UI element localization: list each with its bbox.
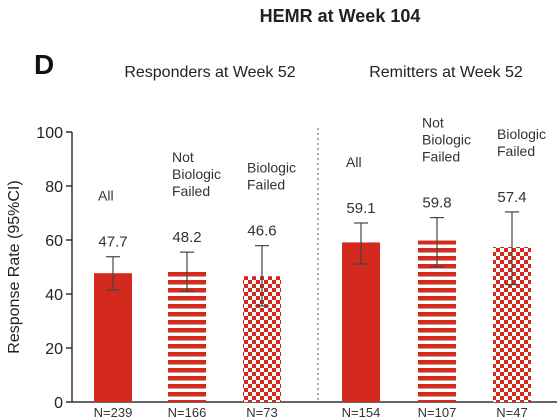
category-label: Biologic Failed — [497, 126, 546, 159]
chart-title: HEMR at Week 104 — [260, 6, 421, 26]
group-label-responders: Responders at Week 52 — [124, 64, 295, 81]
value-label: 46.6 — [247, 223, 276, 240]
bar — [342, 242, 380, 402]
sample-size-label: N=73 — [246, 405, 277, 418]
value-label: 59.8 — [422, 195, 451, 212]
axis-layer: 0 20 40 60 80 100 — [36, 125, 557, 412]
sample-size-label: N=107 — [418, 405, 457, 418]
y-axis-label: Response Rate (95%CI) — [6, 180, 23, 353]
bar — [94, 273, 132, 402]
group-label-remitters: Remitters at Week 52 — [369, 64, 523, 81]
bar — [168, 271, 206, 402]
y-tick-label: 20 — [45, 341, 63, 358]
y-tick-label: 80 — [45, 179, 63, 196]
sample-size-label: N=47 — [496, 405, 527, 418]
bar — [418, 240, 456, 402]
value-label: 48.2 — [172, 229, 201, 246]
value-label: 57.4 — [497, 189, 526, 206]
sample-size-label: N=154 — [342, 405, 381, 418]
sample-size-label: N=239 — [94, 405, 133, 418]
y-tick-label: 100 — [36, 125, 63, 142]
value-label: 47.7 — [98, 234, 127, 251]
value-label: 59.1 — [346, 200, 375, 217]
sample-size-label: N=166 — [168, 405, 207, 418]
bars-layer — [94, 211, 531, 402]
category-label: Not Biologic Failed — [172, 149, 221, 199]
category-label: All — [98, 188, 114, 204]
panel-label: D — [34, 49, 54, 80]
category-label: Biologic Failed — [247, 160, 296, 193]
y-tick-label: 40 — [45, 287, 63, 304]
labels-layer: 47.7 All N=239 48.2 Not Biologic Failed N=166 46… — [94, 115, 546, 418]
y-tick-label: 0 — [54, 395, 63, 412]
y-tick-label: 60 — [45, 233, 63, 250]
category-label: Not Biologic Failed — [422, 115, 471, 165]
category-label: All — [346, 154, 362, 170]
